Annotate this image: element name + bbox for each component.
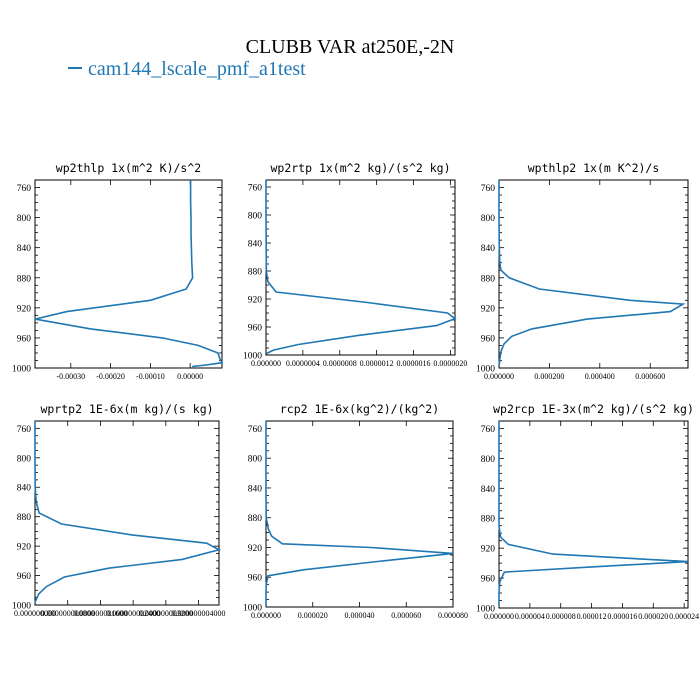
plot-frame (498, 179, 689, 369)
plot-frame (265, 179, 456, 356)
y-tick-label: 920 (481, 545, 496, 555)
y-tick-label: 920 (248, 544, 263, 554)
x-tick-label: 0.000600 (635, 372, 665, 381)
y-tick-label: 880 (248, 268, 263, 278)
y-tick-label: 760 (481, 425, 496, 435)
series-line (34, 421, 222, 604)
x-tick-label: 0.000004 (515, 612, 545, 621)
y-tick-label: 960 (17, 334, 32, 344)
x-tick-label: 0.0000008 (323, 359, 357, 368)
y-tick-label: 800 (481, 455, 496, 465)
x-tick-label: -0.00020 (96, 372, 125, 381)
plot-frame (265, 420, 454, 608)
y-tick-label: 840 (248, 484, 263, 494)
legend-label: cam144_lscale_pmf_a1test (88, 58, 306, 80)
x-tick-label: 0.000200 (534, 372, 564, 381)
x-tick-label: 0.000040 (345, 611, 375, 620)
x-tick-label: 0.000000003200 (139, 609, 193, 618)
y-tick-label: 960 (481, 334, 496, 344)
plot-frame (34, 179, 223, 369)
series-line (265, 180, 457, 355)
y-tick-label: 920 (17, 304, 32, 314)
y-tick-label: 1000 (12, 365, 31, 375)
y-tick-label: 880 (248, 514, 263, 524)
y-tick-label: 760 (481, 184, 496, 194)
y-tick-label: 1000 (243, 604, 262, 614)
y-tick-label: 920 (481, 304, 496, 314)
y-tick-label: 840 (481, 485, 496, 495)
y-tick-label: 960 (248, 574, 263, 584)
x-tick-label: 0.000000000 (14, 609, 56, 618)
y-tick-label: 880 (481, 515, 496, 525)
panel-title: wp2rtp 1x(m^2 kg)/(s^2 kg) (270, 161, 450, 175)
x-tick-label: 0.000000001600 (73, 609, 127, 618)
x-tick-label: 0.0000020 (433, 359, 467, 368)
x-tick-label: 0.000000 (484, 372, 514, 381)
panel-title: wpthlp2 1x(m K^2)/s (528, 161, 660, 175)
y-tick-label: 960 (481, 575, 496, 585)
y-tick-label: 960 (248, 324, 263, 334)
y-tick-label: 1000 (476, 605, 495, 615)
y-tick-label: 840 (17, 484, 32, 494)
panel-title: rcp2 1E-6x(kg^2)/(kg^2) (280, 402, 439, 416)
y-tick-label: 760 (248, 184, 263, 194)
panel-title: wp2thlp 1x(m^2 K)/s^2 (56, 161, 201, 175)
x-tick-label: 0.000000000800 (41, 609, 95, 618)
y-tick-label: 960 (17, 572, 32, 582)
x-tick-label: 0.000060 (391, 611, 421, 620)
y-tick-label: 840 (481, 244, 496, 254)
x-tick-label: -0.00010 (136, 372, 165, 381)
panel-title: wp2rcp 1E-3x(m^2 kg)/(s^2 kg) (493, 402, 694, 416)
y-tick-label: 1000 (476, 365, 495, 375)
x-tick-label: 0.000020 (298, 611, 328, 620)
x-tick-label: 0.000400 (585, 372, 615, 381)
y-tick-label: 880 (17, 513, 32, 523)
series-line (265, 421, 454, 606)
series-line (498, 421, 689, 607)
y-tick-label: 800 (17, 214, 32, 224)
x-tick-label: 0.0000016 (397, 359, 431, 368)
x-tick-label: 0.000008 (546, 612, 576, 621)
y-tick-label: 1000 (243, 352, 262, 362)
y-tick-label: 800 (248, 212, 263, 222)
x-tick-label: 0.000080 (438, 611, 468, 620)
x-tick-label: 0.000000004000 (172, 609, 226, 618)
x-tick-label: 0.00000 (177, 372, 203, 381)
series-line (34, 180, 224, 368)
panel-title: wprtp2 1E-6x(m kg)/(s kg) (40, 402, 213, 416)
x-tick-label: 0.000016 (607, 612, 637, 621)
x-tick-label: -0.00030 (56, 372, 85, 381)
legend: cam144_lscale_pmf_a1test (68, 58, 306, 81)
x-tick-label: 0.000024 (669, 612, 699, 621)
x-tick-label: 0.000000 (251, 359, 281, 368)
x-tick-label: 0.0000004 (286, 359, 320, 368)
y-tick-label: 760 (17, 425, 32, 435)
x-tick-label: 0.000012 (577, 612, 607, 621)
x-tick-label: 0.000000 (251, 611, 281, 620)
x-tick-label: 0.000020 (638, 612, 668, 621)
x-tick-label: 0.0000012 (360, 359, 394, 368)
x-tick-label: 0.000000 (484, 612, 514, 621)
y-tick-label: 800 (481, 214, 496, 224)
y-tick-label: 760 (248, 425, 263, 435)
y-tick-label: 880 (481, 274, 496, 284)
y-tick-label: 800 (17, 454, 32, 464)
plot-frame (498, 420, 689, 609)
y-tick-label: 920 (17, 543, 32, 553)
legend-line-icon (68, 67, 82, 70)
y-tick-label: 800 (248, 455, 263, 465)
y-tick-label: 880 (17, 274, 32, 284)
page-title: CLUBB VAR at250E,-2N (245, 36, 455, 58)
y-tick-label: 840 (17, 244, 32, 254)
y-tick-label: 760 (17, 184, 32, 194)
y-tick-label: 920 (248, 296, 263, 306)
y-tick-label: 840 (248, 240, 263, 250)
series-line (498, 180, 686, 367)
y-tick-label: 1000 (12, 602, 31, 612)
plot-frame (34, 420, 220, 606)
x-tick-label: 0.000000002400 (106, 609, 160, 618)
